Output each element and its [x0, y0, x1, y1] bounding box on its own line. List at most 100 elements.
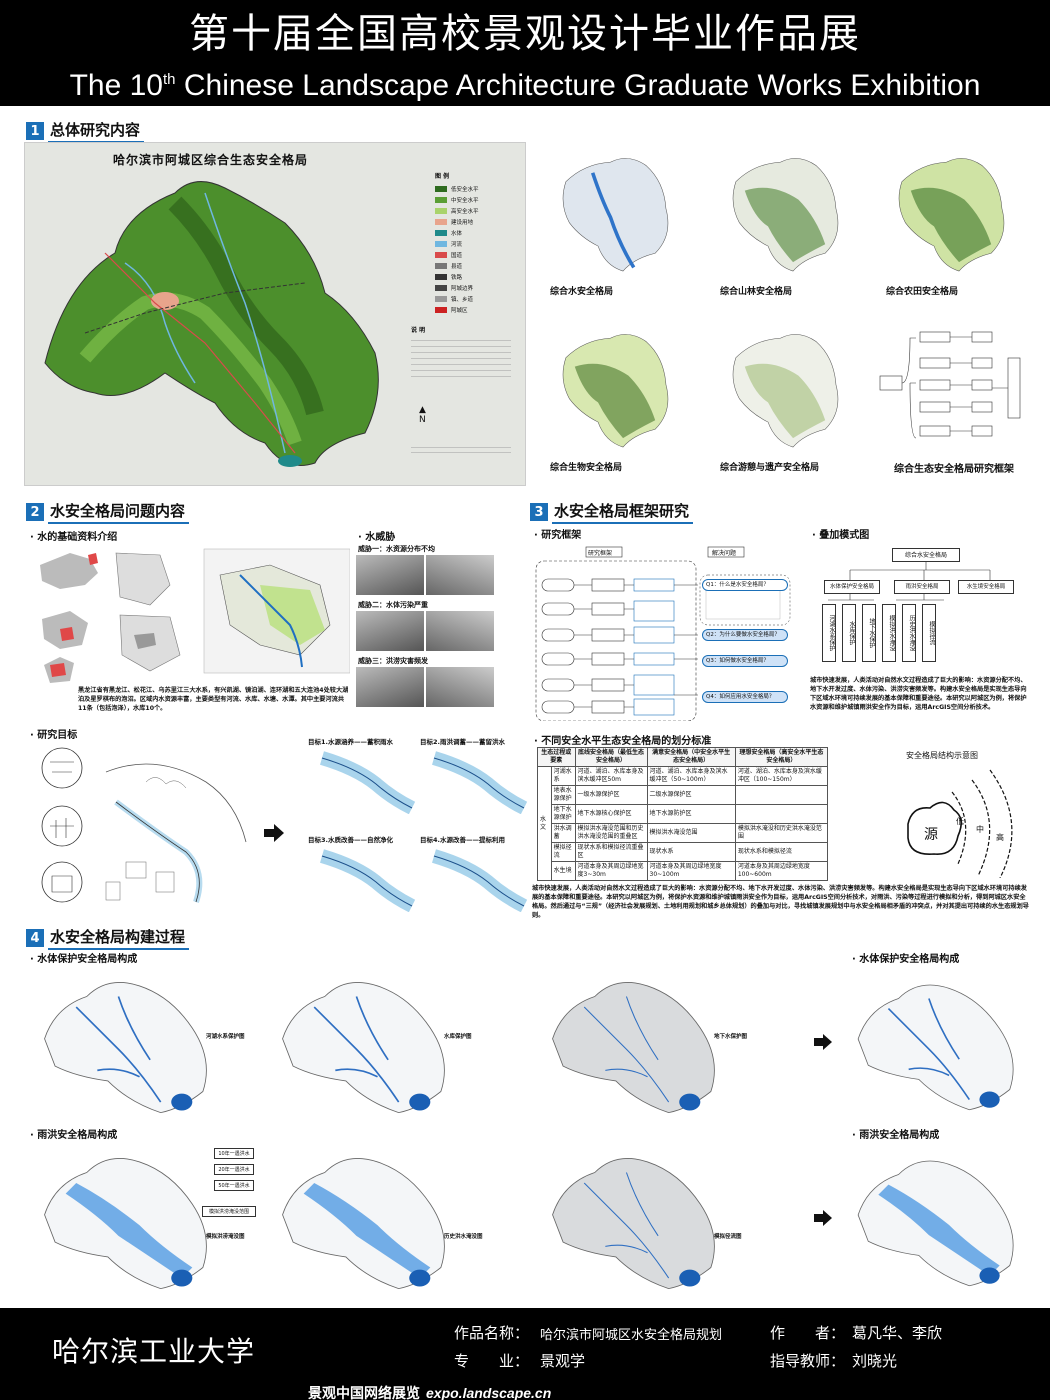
row2-result-title: · 雨洪安全格局构成 [852, 1130, 940, 1141]
map-caption: 综合山林安全格局 [720, 287, 793, 297]
goal-sketch [36, 742, 256, 912]
work-name: 哈尔滨市阿城区水安全格局规划 [540, 1328, 723, 1343]
map-heritage-graphic [732, 334, 839, 448]
overlay-leaf-node: 模拟洪水淹没 [882, 604, 896, 662]
authors: 葛凡华、李欣 [852, 1324, 943, 1342]
section-1-heading: 1 总体研究内容 [26, 121, 145, 143]
map-farm-graphic [898, 158, 1005, 272]
main-map-legend: 低安全水平 中安全水平 高安全水平 建设用地 水体 河流 国道 县道 铁路 阿城边界 镇、乡道 阿城区 [435, 183, 479, 315]
table-body: 水文 河湖水系 河道、湖泊、水库本身及滨水缓冲区50m 河道、湖泊、水库本身及滨水缓冲… [537, 766, 829, 881]
standard-title: · 不同安全水平生态安全格局的划分标准 [534, 736, 712, 747]
threat-photo [426, 667, 494, 707]
legend-item: 县道 [435, 260, 479, 271]
legend-label: 阿城边界 [451, 285, 474, 292]
legend-item: 国道 [435, 249, 479, 260]
process-map [44, 982, 207, 1114]
table-row: 地下水源保护 地下水源核心保护区 地下水源防护区 [538, 804, 829, 824]
process-map-caption: 水库保护图 [444, 1034, 472, 1040]
process-map-caption: 河湖水系保护图 [206, 1034, 245, 1040]
threat-photo [356, 667, 424, 707]
table-row: 水文 河湖水系 河道、湖泊、水库本身及滨水缓冲区50m 河道、湖泊、水库本身及滨水缓冲… [537, 766, 829, 881]
table-row: 水生境 河道本身及其周边绿地宽度3~30m 河道本身及其周边绿地宽度30~100m 河… [538, 861, 829, 881]
legend-label: 阿城区 [451, 307, 468, 314]
legend-label: 中安全水平 [451, 197, 479, 204]
goal-label: 目标1.水源涵养——蓄积雨水 [308, 738, 393, 746]
advisor: 刘晓光 [852, 1352, 898, 1370]
threat-photo [426, 555, 494, 595]
table-header-cell: 理想安全格局（高安全水平生态安全格局） [734, 747, 829, 767]
site-footer: 景观中国网络展览 expo.landscape.cn [308, 1385, 552, 1400]
flood-flow-step: 10年一遇洪水 [214, 1148, 254, 1159]
overlay-leaf-node: 地下水保护 [862, 604, 876, 662]
legend-label: 镇、乡道 [451, 296, 474, 303]
overlay-leaf-node: 河湖水系保护 [822, 604, 836, 662]
map-caption: 综合生物安全格局 [550, 463, 623, 473]
table-cell: 河道、湖泊、水库本身及滨水缓冲区（100~150m） [734, 766, 829, 786]
flow-left-label: 研究框架 [588, 550, 613, 557]
flood-flow-step: 50年一遇洪水 [214, 1180, 254, 1191]
map-farm [876, 146, 1026, 280]
table-cell [734, 785, 829, 805]
map-bio-graphic [562, 334, 669, 448]
diagram-title: 安全格局结构示意图 [906, 751, 978, 760]
legend-swatch [435, 196, 447, 203]
map-caption: 综合游憩与遗产安全格局 [720, 463, 820, 473]
table-header-cell: 底线安全格局（最低生态安全格局） [574, 747, 648, 767]
process-map [282, 1158, 445, 1290]
table-cell: 河湖水系 [550, 766, 576, 786]
row1-title: · 水体保护安全格局构成 [30, 954, 138, 965]
overlay-leaf-node: 历史洪水淹没 [902, 604, 916, 662]
process-map-caption: 模拟洪涝淹没图 [206, 1234, 245, 1240]
legend-swatch [435, 273, 447, 280]
result-map [857, 984, 1014, 1111]
legend-item: 建设用地 [435, 216, 479, 227]
arrow-right-icon [814, 1210, 832, 1226]
legend-item: 铁路 [435, 271, 479, 282]
note-title: 说 明 [411, 327, 426, 334]
legend-label: 水体 [451, 230, 463, 237]
table-cell: 水文 [537, 766, 552, 881]
goal-label: 目标3.水质改善——自然净化 [308, 836, 393, 844]
question-box: Q3：如何做水安全格局？ [702, 655, 788, 667]
north-arrow-icon: ▲ N [419, 405, 426, 425]
row2-title: · 雨洪安全格局构成 [30, 1130, 118, 1141]
section-4-heading: 4 水安全格局构建过程 [26, 928, 190, 950]
section-2-heading: 2 水安全格局问题内容 [26, 502, 190, 524]
process-map-caption: 模拟径流图 [714, 1234, 742, 1240]
table-cell: 河道本身及其周边绿地宽度3~30m [574, 861, 648, 881]
basic-info-maps [30, 545, 350, 685]
flood-flow-step: 模拟洪涝淹没范围 [202, 1206, 256, 1217]
table-row: 模拟径流 现状水系和模拟径流重叠区 现状水系 现状水系和模拟径流 [538, 842, 829, 862]
goal-label: 目标2.雨洪调蓄——蓄留洪水 [420, 738, 505, 746]
section-3-heading: 3 水安全格局框架研究 [530, 502, 694, 524]
threat-title: · 水威胁 [358, 532, 396, 543]
research-flowchart: 研究框架 解决问题 Q1：什么是水安全格局？ Q2：为什么要做水安全格局？ Q3：如… [534, 545, 800, 721]
table-header-row: 生态过程或要素 底线安全格局（最低生态安全格局） 满意安全格局（中安全水平生态安全格… [537, 747, 829, 767]
row1-result-title: · 水体保护安全格局构成 [852, 954, 960, 965]
main-eco-map: 哈尔滨市阿城区综合生态安全格局 图 例 低安全水平 中安全水平 高安全水平 建设用地水… [24, 142, 526, 486]
legend-title: 图 例 [435, 173, 450, 180]
legend-item: 中安全水平 [435, 194, 479, 205]
map-caption: 综合水安全格局 [550, 287, 614, 297]
legend-swatch [435, 240, 447, 247]
legend-label: 建设用地 [451, 219, 474, 226]
table-cell: 现状水系 [646, 842, 736, 862]
legend-item: 河流 [435, 238, 479, 249]
threat-photo [356, 611, 424, 651]
framework-title: · 研究框架 [534, 530, 582, 541]
table-row: 地表水源保护 一级水源保护区 二级水源保护区 [538, 785, 829, 805]
table-cell: 模拟径流 [550, 842, 576, 862]
threat-label: 威胁三：洪涝灾害频发 [358, 657, 428, 665]
overlay-leaf-node: 模拟径流 [922, 604, 936, 662]
overlay-text: 城市快速发展，人类活动对自然水文过程造成了巨大的影响：水资源分配不均、地下水开发… [810, 677, 1027, 711]
table-cell: 河道本身及其周边绿地宽度100~600m [734, 861, 829, 881]
legend-item: 阿城区 [435, 304, 479, 315]
threat-photo [356, 555, 424, 595]
main-map-title: 哈尔滨市阿城区综合生态安全格局 [113, 153, 309, 167]
basic-info-text: 黑龙江省有黑龙江、松花江、乌苏里江三大水系，有兴凯湖、镜泊湖、连环湖和五大连池4… [78, 687, 349, 712]
table-cell: 现状水系和模拟径流 [734, 842, 829, 862]
question-box: Q1：什么是水安全格局？ [702, 579, 788, 591]
table-header-cell: 满意安全格局（中安全水平生态安全格局） [646, 747, 736, 767]
process-map [282, 982, 445, 1114]
legend-swatch [435, 207, 447, 214]
